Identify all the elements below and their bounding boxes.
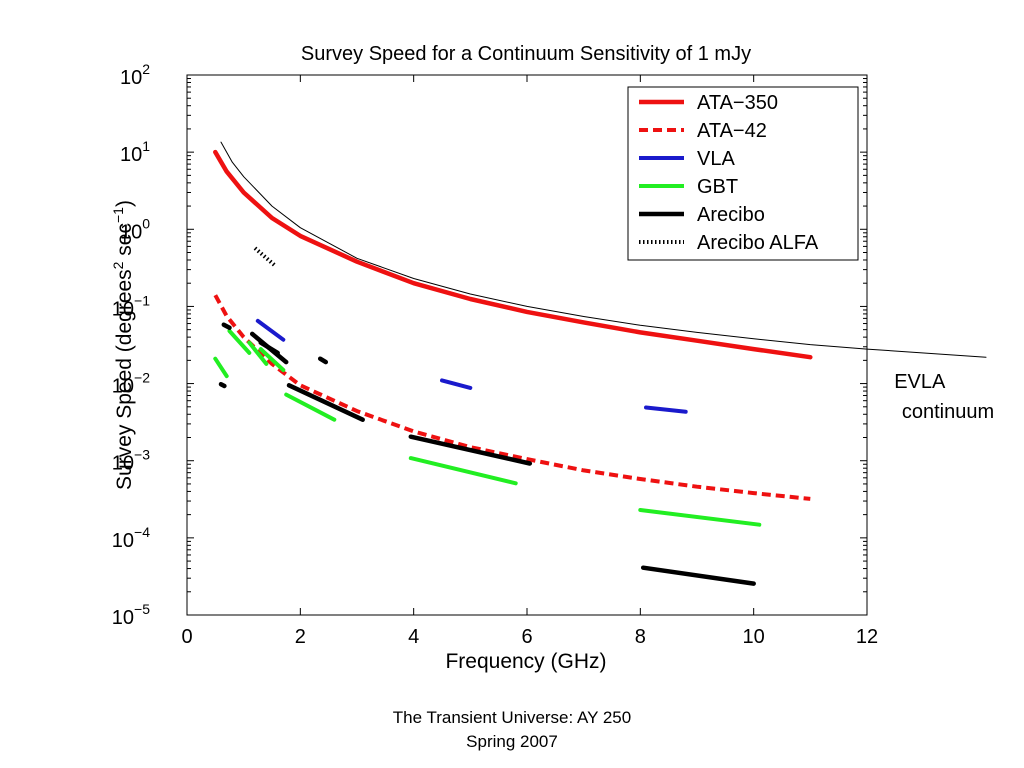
series-arecibo-segment-7 — [640, 565, 756, 586]
y-axis-label-sup-2: −1 — [110, 207, 126, 223]
series-layer — [213, 141, 987, 586]
legend-label-arecibo-alfa: Arecibo ALFA — [697, 232, 819, 254]
y-tick-exponent: −3 — [134, 447, 150, 463]
y-tick-base: 10 — [112, 530, 134, 552]
series-arecibo-segment-3 — [258, 340, 280, 356]
y-tick-exponent: −5 — [134, 601, 150, 617]
series-ata-350-segment-0 — [213, 149, 813, 360]
series-arecibo — [218, 322, 756, 586]
y-tick-base: 10 — [112, 298, 134, 320]
y-tick-base: 10 — [112, 376, 134, 398]
x-tick-label: 12 — [856, 626, 878, 648]
x-tick-label: 2 — [295, 626, 306, 648]
y-tick-exponent: 1 — [142, 138, 150, 154]
y-tick-exponent: −2 — [134, 370, 150, 386]
y-tick-base: 10 — [112, 453, 134, 475]
y-tick-label: 102 — [120, 61, 150, 89]
y-axis-label-part-b: sec — [113, 223, 136, 262]
series-gbt-segment-6 — [638, 508, 762, 527]
x-tick-label: 8 — [635, 626, 646, 648]
y-tick-base: 10 — [120, 221, 142, 243]
series-gbt — [213, 329, 762, 527]
series-evla-continuum — [220, 141, 987, 358]
series-gbt-segment-1 — [227, 329, 252, 355]
chart-title: Survey Speed for a Continuum Sensitivity… — [301, 43, 751, 65]
series-arecibo-segment-1 — [218, 381, 227, 389]
series-ata-42 — [213, 294, 811, 501]
footer-term: Spring 2007 — [466, 732, 558, 751]
series-arecibo-segment-6 — [408, 434, 533, 466]
footer-course-title: The Transient Universe: AY 250 — [392, 708, 632, 727]
y-tick-base: 10 — [120, 144, 142, 166]
y-tick-label: 101 — [120, 138, 150, 166]
y-tick-label: 10−4 — [112, 524, 150, 552]
legend-label-arecibo: Arecibo — [697, 204, 765, 226]
series-gbt-segment-3 — [258, 347, 286, 372]
y-tick-label: 10−3 — [112, 447, 150, 475]
y-tick-exponent: −4 — [134, 524, 150, 540]
series-vla — [255, 318, 688, 414]
series-ata-350 — [213, 149, 813, 360]
y-axis-label: Survey Speed (degrees2 sec−1) — [110, 200, 136, 490]
y-tick-label: 100 — [120, 215, 150, 243]
survey-speed-chart: Survey Speed for a Continuum Sensitivity… — [110, 43, 994, 673]
evla-annotation: EVLA continuum — [894, 371, 994, 423]
series-vla-segment-1 — [440, 378, 473, 390]
series-arecibo-alfa-segment-0 — [253, 246, 277, 267]
series-gbt-segment-4 — [284, 392, 337, 422]
y-tick-base: 10 — [112, 607, 134, 629]
series-ata-42-segment-0 — [213, 294, 811, 501]
series-arecibo-segment-5 — [286, 383, 365, 422]
legend-label-gbt: GBT — [697, 176, 738, 198]
y-tick-exponent: 2 — [142, 61, 150, 77]
series-gbt-segment-5 — [408, 456, 518, 486]
y-tick-label: 10−5 — [112, 601, 150, 629]
y-axis-label-sup-1: 2 — [110, 261, 126, 269]
x-tick-label: 6 — [521, 626, 532, 648]
x-tick-label: 0 — [181, 626, 192, 648]
evla-annotation-line-1: EVLA — [894, 371, 946, 393]
legend-label-ata-42: ATA−42 — [697, 120, 767, 142]
series-arecibo-segment-4 — [317, 356, 329, 365]
y-tick-label: 10−1 — [112, 292, 150, 320]
evla-annotation-line-2: continuum — [902, 401, 994, 423]
y-axis-label-part-c: ) — [113, 200, 136, 207]
series-vla-segment-2 — [644, 405, 688, 414]
series-evla-continuum-segment-0 — [220, 141, 987, 358]
y-axis-label-part-a: Survey Speed (degrees — [113, 269, 136, 490]
y-tick-label: 10−2 — [112, 370, 150, 398]
series-gbt-segment-0 — [213, 356, 229, 379]
legend-box — [627, 86, 859, 261]
y-tick-exponent: −1 — [134, 292, 150, 308]
legend-label-ata-350: ATA−350 — [697, 92, 778, 114]
y-tick-exponent: 0 — [142, 215, 150, 231]
x-tick-label: 4 — [408, 626, 419, 648]
y-tick-base: 10 — [120, 67, 142, 89]
legend-label-vla: VLA — [697, 148, 735, 170]
series-vla-segment-0 — [255, 318, 286, 342]
x-axis-label: Frequency (GHz) — [445, 650, 606, 673]
x-tick-label: 10 — [743, 626, 765, 648]
series-arecibo-segment-0 — [221, 322, 232, 330]
legend: ATA−350 ATA−42 VLA GBT Arecibo Arecibo ALFA — [627, 86, 859, 261]
series-arecibo-alfa — [253, 246, 277, 267]
series-gbt-segment-2 — [247, 340, 269, 366]
